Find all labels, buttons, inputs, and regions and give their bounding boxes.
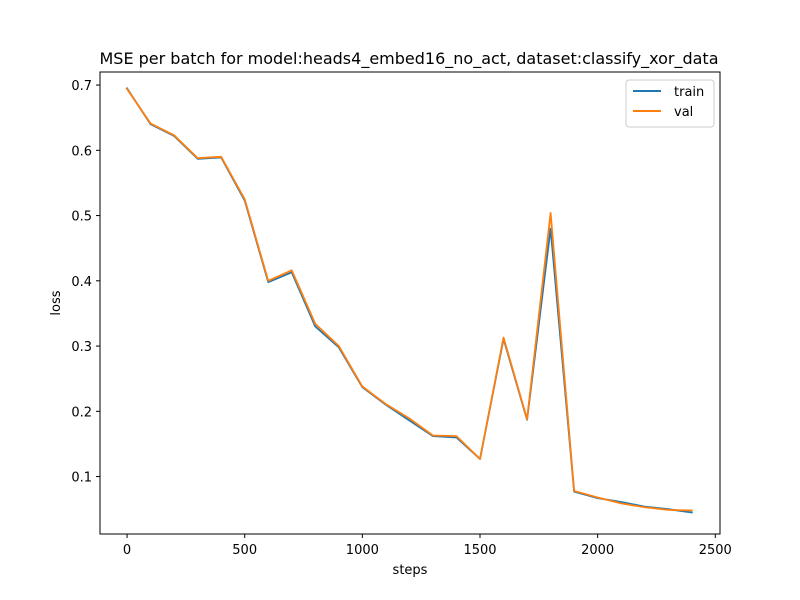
y-tick-label: 0.7 xyxy=(71,79,92,94)
x-tick-label: 1000 xyxy=(346,543,379,558)
y-tick-label: 0.4 xyxy=(71,275,92,290)
legend-label-train: train xyxy=(674,85,704,100)
x-tick-label: 1500 xyxy=(463,543,496,558)
x-tick-label: 500 xyxy=(232,543,257,558)
plot-area xyxy=(99,71,721,535)
x-axis-ticks: 0 500 1000 1500 2000 2500 xyxy=(123,534,732,558)
y-axis-ticks: 0.1 0.2 0.3 0.4 0.5 0.6 0.7 xyxy=(71,79,100,486)
series-layer xyxy=(125,87,693,514)
chart-title: MSE per batch for model:heads4_embed16_n… xyxy=(99,49,718,69)
y-tick-label: 0.6 xyxy=(71,144,92,159)
legend: train val xyxy=(625,79,715,128)
y-tick-label: 0.3 xyxy=(71,340,92,355)
y-tick-label: 0.2 xyxy=(71,405,92,420)
x-tick-label: 0 xyxy=(123,543,131,558)
y-tick-label: 0.5 xyxy=(71,210,92,225)
series-line-val xyxy=(125,87,693,512)
axes-frame xyxy=(99,71,721,535)
x-axis-title: steps xyxy=(393,563,428,578)
x-tick-label: 2000 xyxy=(581,543,614,558)
x-tick-label: 2500 xyxy=(699,543,732,558)
axes-background xyxy=(100,72,720,534)
y-axis-title: loss xyxy=(49,290,64,315)
y-tick-label: 0.1 xyxy=(71,471,92,486)
legend-label-val: val xyxy=(674,105,693,120)
